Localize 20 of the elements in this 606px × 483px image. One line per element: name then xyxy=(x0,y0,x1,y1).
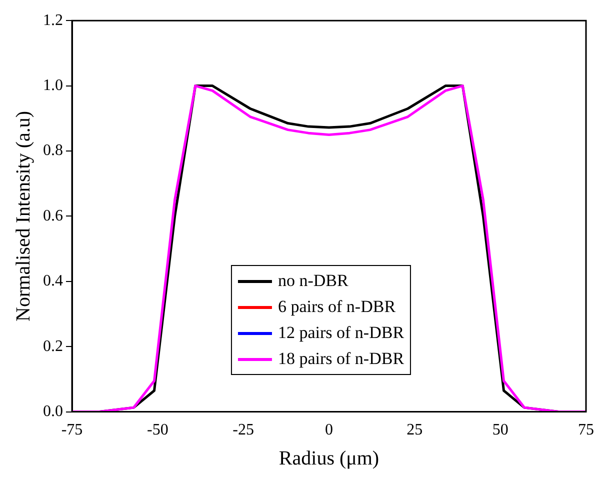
y-tick-label: 1.2 xyxy=(43,12,63,29)
y-tick-label: 0.6 xyxy=(43,207,63,224)
x-tick-label: -25 xyxy=(232,422,254,439)
x-tick-label: 0 xyxy=(325,422,333,439)
y-axis-title: Normalised Intensity (a.u) xyxy=(12,110,34,322)
x-tick-label: 25 xyxy=(406,422,423,439)
legend-label: no n-DBR xyxy=(278,270,348,292)
legend-label: 12 pairs of n-DBR xyxy=(278,322,404,344)
y-tick-label: 0.2 xyxy=(43,338,63,355)
y-tick-label: 1.0 xyxy=(43,77,63,94)
legend-label: 18 pairs of n-DBR xyxy=(278,348,404,370)
y-tick-label: 0.4 xyxy=(43,272,63,290)
legend-label: 6 pairs of n-DBR xyxy=(278,296,396,318)
x-tick-label: -75 xyxy=(61,422,83,439)
x-tick-label: -50 xyxy=(147,422,168,439)
x-tick-label: 75 xyxy=(578,422,594,439)
y-tick-label: 0.8 xyxy=(43,142,63,160)
x-tick-label: 50 xyxy=(492,422,508,439)
x-axis-title: Radius (μm) xyxy=(278,447,380,470)
y-tick-label: 0.0 xyxy=(43,403,63,420)
